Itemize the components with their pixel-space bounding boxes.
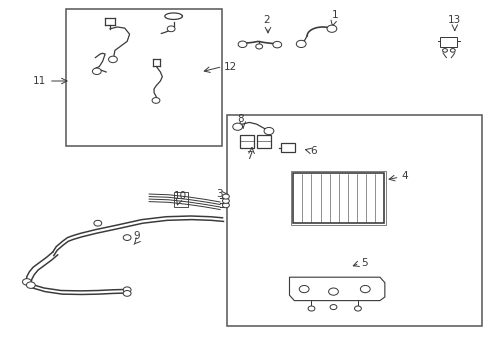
Text: 13: 13	[447, 15, 461, 25]
Text: 10: 10	[173, 190, 186, 201]
Text: 4: 4	[400, 171, 407, 181]
Text: 2: 2	[263, 15, 269, 25]
Text: 1: 1	[331, 10, 338, 20]
Circle shape	[92, 68, 101, 75]
Bar	[439, 37, 456, 47]
Circle shape	[222, 194, 229, 199]
Circle shape	[232, 123, 242, 130]
Bar	[239, 135, 254, 148]
Circle shape	[326, 25, 336, 32]
Circle shape	[442, 49, 447, 52]
Circle shape	[152, 98, 160, 103]
Circle shape	[22, 279, 31, 285]
Circle shape	[264, 127, 273, 135]
Text: 9: 9	[133, 231, 140, 241]
Circle shape	[307, 306, 314, 311]
Text: 6: 6	[310, 146, 317, 156]
Circle shape	[222, 198, 229, 203]
Circle shape	[272, 41, 281, 48]
Text: 11: 11	[33, 76, 46, 86]
Bar	[280, 143, 295, 152]
Text: 7: 7	[245, 151, 252, 161]
Bar	[293, 173, 383, 223]
Text: 12: 12	[224, 62, 237, 72]
Circle shape	[238, 41, 246, 48]
Circle shape	[26, 282, 35, 288]
Circle shape	[449, 49, 454, 52]
Bar	[173, 192, 188, 207]
Text: 3: 3	[215, 189, 222, 199]
Circle shape	[222, 203, 229, 208]
Circle shape	[354, 306, 361, 311]
Circle shape	[167, 26, 175, 32]
Circle shape	[123, 291, 131, 296]
Text: 8: 8	[237, 114, 244, 124]
Text: 5: 5	[360, 258, 367, 268]
Bar	[290, 171, 386, 225]
Circle shape	[123, 287, 131, 293]
Bar	[256, 135, 271, 148]
Circle shape	[296, 40, 305, 48]
Circle shape	[108, 56, 117, 63]
Circle shape	[255, 44, 262, 49]
